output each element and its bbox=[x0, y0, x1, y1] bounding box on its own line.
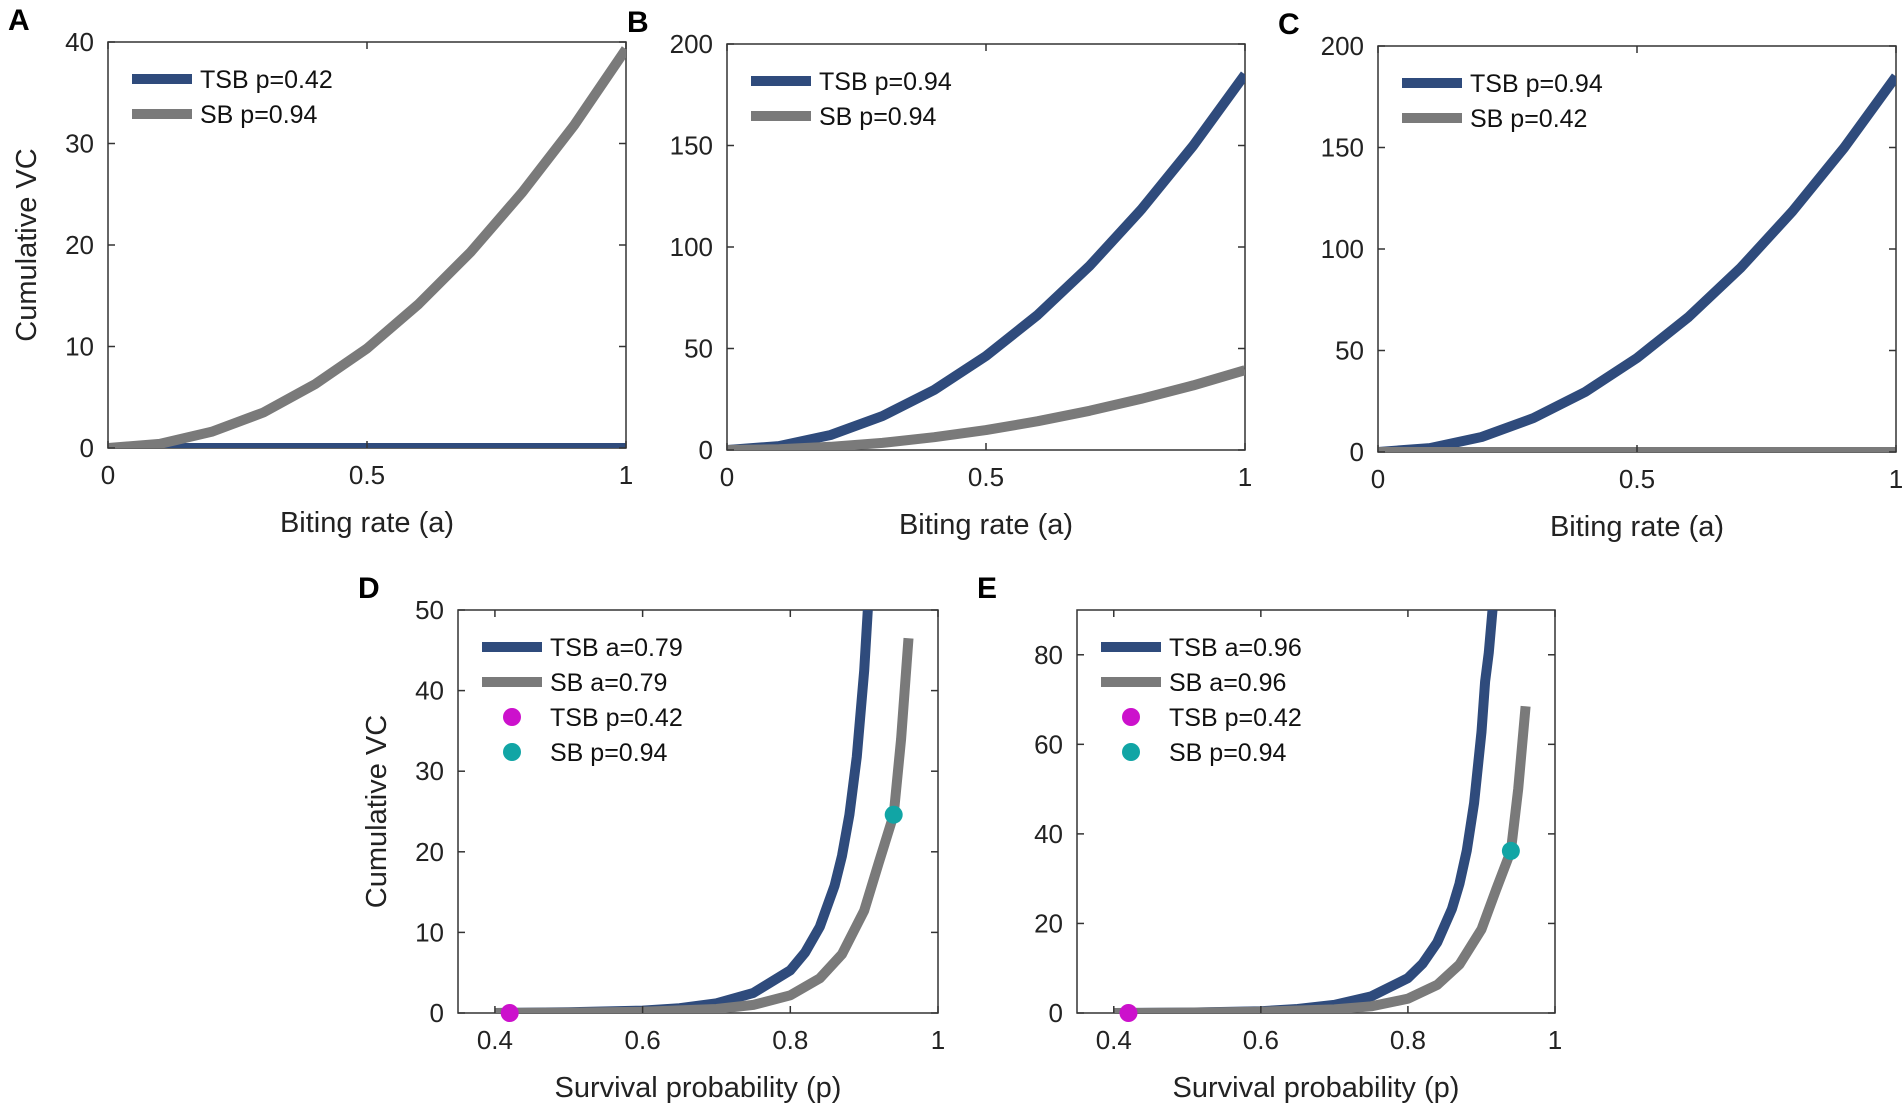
y-tick-label: 150 bbox=[1321, 133, 1364, 163]
x-tick-label: 1 bbox=[619, 460, 633, 490]
legend-label: SB a=0.96 bbox=[1169, 669, 1286, 697]
legend-label: SB p=0.42 bbox=[1470, 105, 1587, 133]
x-tick-label: 1 bbox=[1238, 462, 1252, 492]
legend-marker-teal bbox=[1122, 743, 1140, 761]
series-line-tsb bbox=[1378, 73, 1896, 452]
y-tick-label: 200 bbox=[1321, 31, 1364, 61]
panel-C: C 0 0.5 1 0 50 100 150 200 Biting rate (a) TSB p=0… bbox=[1278, 8, 1903, 543]
x-tick-label: 0 bbox=[101, 460, 115, 490]
panel-label: D bbox=[358, 572, 380, 605]
y-tick-label: 100 bbox=[670, 232, 713, 262]
legend-label: SB p=0.94 bbox=[819, 103, 937, 131]
data-point-magenta bbox=[1119, 1004, 1138, 1022]
axes-box bbox=[107, 41, 627, 449]
y-axis-label: Cumulative VC bbox=[11, 148, 43, 341]
y-tick-label: 30 bbox=[65, 129, 94, 159]
x-axis-label: Biting rate (a) bbox=[280, 507, 454, 539]
legend-label: SB p=0.94 bbox=[200, 101, 318, 129]
y-tick-label: 0 bbox=[430, 998, 444, 1028]
legend-label: SB p=0.94 bbox=[1169, 739, 1287, 767]
legend: TSB a=0.79 SB a=0.79 TSB p=0.42 SB p=0.94 bbox=[482, 634, 683, 767]
panel-label: C bbox=[1278, 8, 1300, 41]
y-tick-label: 0 bbox=[80, 433, 94, 463]
legend-marker-teal bbox=[503, 743, 521, 761]
y-tick-label: 10 bbox=[415, 917, 444, 947]
x-tick-label: 0 bbox=[1371, 464, 1385, 494]
y-tick-label: 40 bbox=[65, 27, 94, 57]
x-tick-label: 0.6 bbox=[625, 1025, 661, 1055]
x-axis-label: Biting rate (a) bbox=[1550, 511, 1724, 543]
panel-E: E 0.4 0.6 0.8 1 0 20 40 60 80 Survival probability… bbox=[977, 572, 1562, 1104]
x-axis-label: Survival probability (p) bbox=[1173, 1072, 1460, 1104]
legend-label: TSB p=0.42 bbox=[550, 704, 683, 732]
x-tick-label: 1 bbox=[1889, 464, 1903, 494]
axes-box bbox=[1377, 45, 1897, 453]
legend-label: TSB p=0.94 bbox=[1470, 70, 1603, 98]
panel-label: E bbox=[977, 572, 997, 605]
y-tick-label: 20 bbox=[1034, 908, 1063, 938]
legend-label: SB p=0.94 bbox=[550, 739, 668, 767]
y-axis-label: Cumulative VC bbox=[361, 715, 393, 908]
legend-label: TSB a=0.96 bbox=[1169, 634, 1302, 662]
y-tick-label: 10 bbox=[65, 332, 94, 362]
y-tick-label: 100 bbox=[1321, 234, 1364, 264]
panel-label: A bbox=[8, 4, 30, 37]
y-tick-label: 20 bbox=[65, 230, 94, 260]
legend: TSB p=0.94 SB p=0.94 bbox=[751, 68, 952, 131]
panel-B: B 0 0.5 1 0 50 100 150 200 Biting rate (a) TSB p=0… bbox=[627, 6, 1252, 541]
legend-label: SB a=0.79 bbox=[550, 669, 667, 697]
x-tick-label: 0.5 bbox=[349, 460, 385, 490]
x-tick-label: 0.4 bbox=[477, 1025, 513, 1055]
x-tick-label: 1 bbox=[931, 1025, 945, 1055]
y-tick-label: 0 bbox=[1350, 437, 1364, 467]
y-tick-label: 60 bbox=[1034, 729, 1063, 759]
series-line-tsb bbox=[727, 71, 1245, 450]
y-tick-label: 200 bbox=[670, 29, 713, 59]
legend-marker-magenta bbox=[503, 708, 521, 726]
series-line-sb bbox=[108, 46, 626, 448]
legend-label: TSB p=0.42 bbox=[200, 66, 333, 94]
x-axis-label: Survival probability (p) bbox=[555, 1072, 842, 1104]
legend: TSB p=0.94 SB p=0.42 bbox=[1402, 70, 1603, 133]
x-tick-label: 1 bbox=[1548, 1025, 1562, 1055]
x-tick-label: 0.6 bbox=[1243, 1025, 1279, 1055]
y-tick-label: 150 bbox=[670, 131, 713, 161]
x-tick-label: 0.8 bbox=[1390, 1025, 1426, 1055]
x-tick-label: 0.4 bbox=[1096, 1025, 1132, 1055]
y-tick-label: 20 bbox=[415, 837, 444, 867]
series-line-sb bbox=[727, 365, 1245, 450]
x-axis-label: Biting rate (a) bbox=[899, 509, 1073, 541]
x-tick-label: 0.5 bbox=[968, 462, 1004, 492]
y-tick-label: 40 bbox=[1034, 819, 1063, 849]
y-tick-label: 80 bbox=[1034, 640, 1063, 670]
legend: TSB a=0.96 SB a=0.96 TSB p=0.42 SB p=0.94 bbox=[1101, 634, 1302, 767]
y-tick-label: 50 bbox=[1335, 336, 1364, 366]
y-tick-label: 0 bbox=[699, 435, 713, 465]
legend-label: TSB a=0.79 bbox=[550, 634, 683, 662]
data-point-teal bbox=[1501, 841, 1520, 860]
x-tick-label: 0 bbox=[720, 462, 734, 492]
y-tick-label: 40 bbox=[415, 676, 444, 706]
legend-label: TSB p=0.94 bbox=[819, 68, 952, 96]
y-tick-label: 50 bbox=[415, 595, 444, 625]
x-tick-label: 0.5 bbox=[1619, 464, 1655, 494]
y-tick-label: 0 bbox=[1049, 998, 1063, 1028]
panel-label: B bbox=[627, 6, 649, 39]
data-point-magenta bbox=[500, 1004, 519, 1022]
legend-label: TSB p=0.42 bbox=[1169, 704, 1302, 732]
y-tick-label: 50 bbox=[684, 334, 713, 364]
legend: TSB p=0.42 SB p=0.94 bbox=[132, 66, 333, 129]
legend-marker-magenta bbox=[1122, 708, 1140, 726]
data-point-teal bbox=[884, 805, 903, 824]
x-tick-label: 0.8 bbox=[772, 1025, 808, 1055]
y-tick-label: 30 bbox=[415, 756, 444, 786]
